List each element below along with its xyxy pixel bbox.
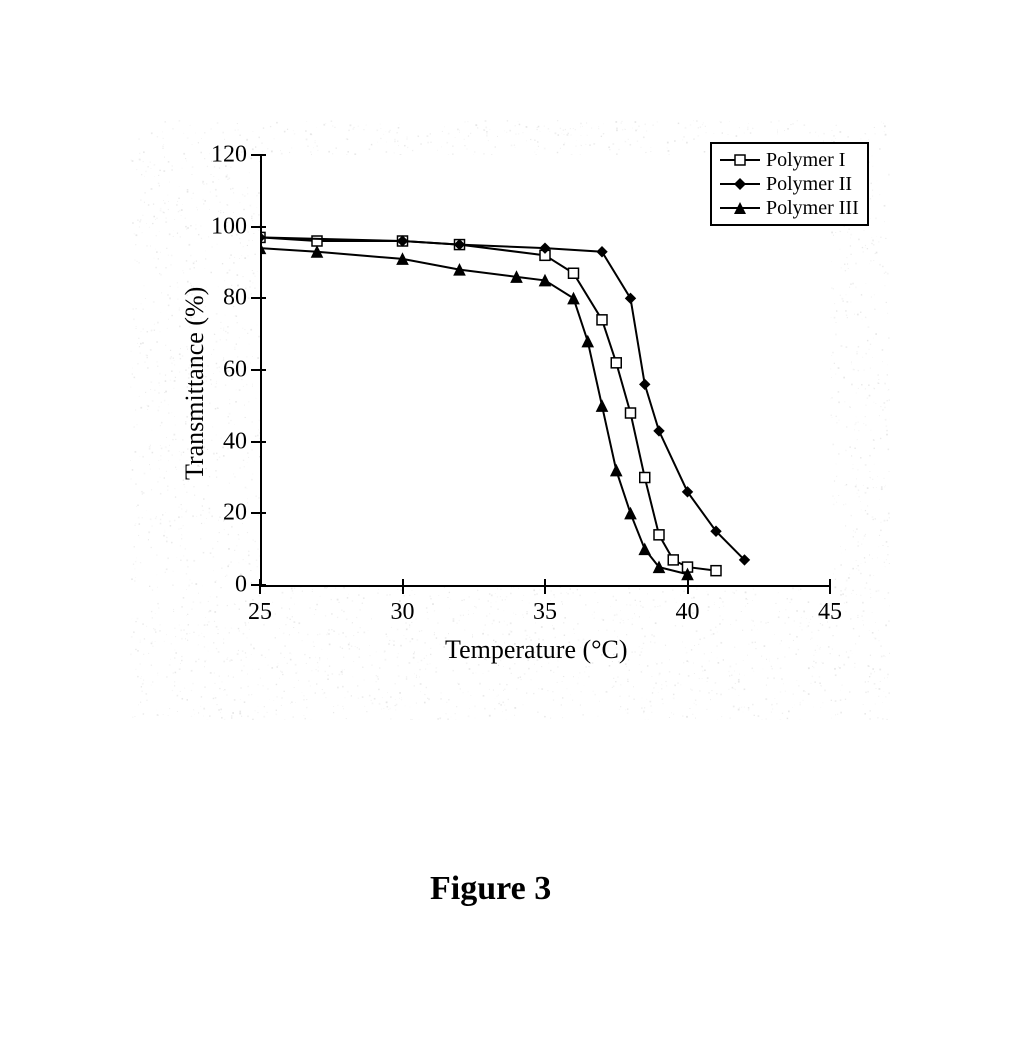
y-tick-label: 80 <box>205 285 247 312</box>
y-tick-label: 120 <box>205 142 247 169</box>
legend-label: Polymer III <box>766 197 859 220</box>
legend-line <box>720 159 760 161</box>
legend-marker-icon <box>734 202 746 214</box>
x-tick-label: 45 <box>818 599 842 626</box>
legend-label: Polymer I <box>766 149 845 172</box>
legend: Polymer IPolymer IIPolymer III <box>710 142 869 226</box>
x-tick-label: 35 <box>533 599 557 626</box>
y-tick-label: 20 <box>205 500 247 527</box>
figure-container: 25 30 35 40 45 0 20 40 60 80 100 120 Temperature (°… <box>130 120 890 720</box>
legend-label: Polymer II <box>766 173 852 196</box>
legend-marker-icon <box>734 178 746 190</box>
legend-item: Polymer III <box>720 196 859 220</box>
figure-caption: Figure 3 <box>430 870 551 908</box>
x-axis-title: Temperature (°C) <box>445 635 628 665</box>
legend-item: Polymer I <box>720 148 859 172</box>
x-tick-label: 30 <box>391 599 415 626</box>
x-tick-label: 40 <box>676 599 700 626</box>
y-tick-label: 0 <box>205 572 247 599</box>
legend-line <box>720 183 760 185</box>
y-tick-label: 60 <box>205 357 247 384</box>
legend-item: Polymer II <box>720 172 859 196</box>
y-axis-title: Transmittance (%) <box>180 287 210 480</box>
legend-line <box>720 207 760 209</box>
legend-marker-icon <box>734 154 746 166</box>
y-tick-label: 40 <box>205 428 247 455</box>
x-tick-label: 25 <box>248 599 272 626</box>
y-tick-label: 100 <box>205 213 247 240</box>
